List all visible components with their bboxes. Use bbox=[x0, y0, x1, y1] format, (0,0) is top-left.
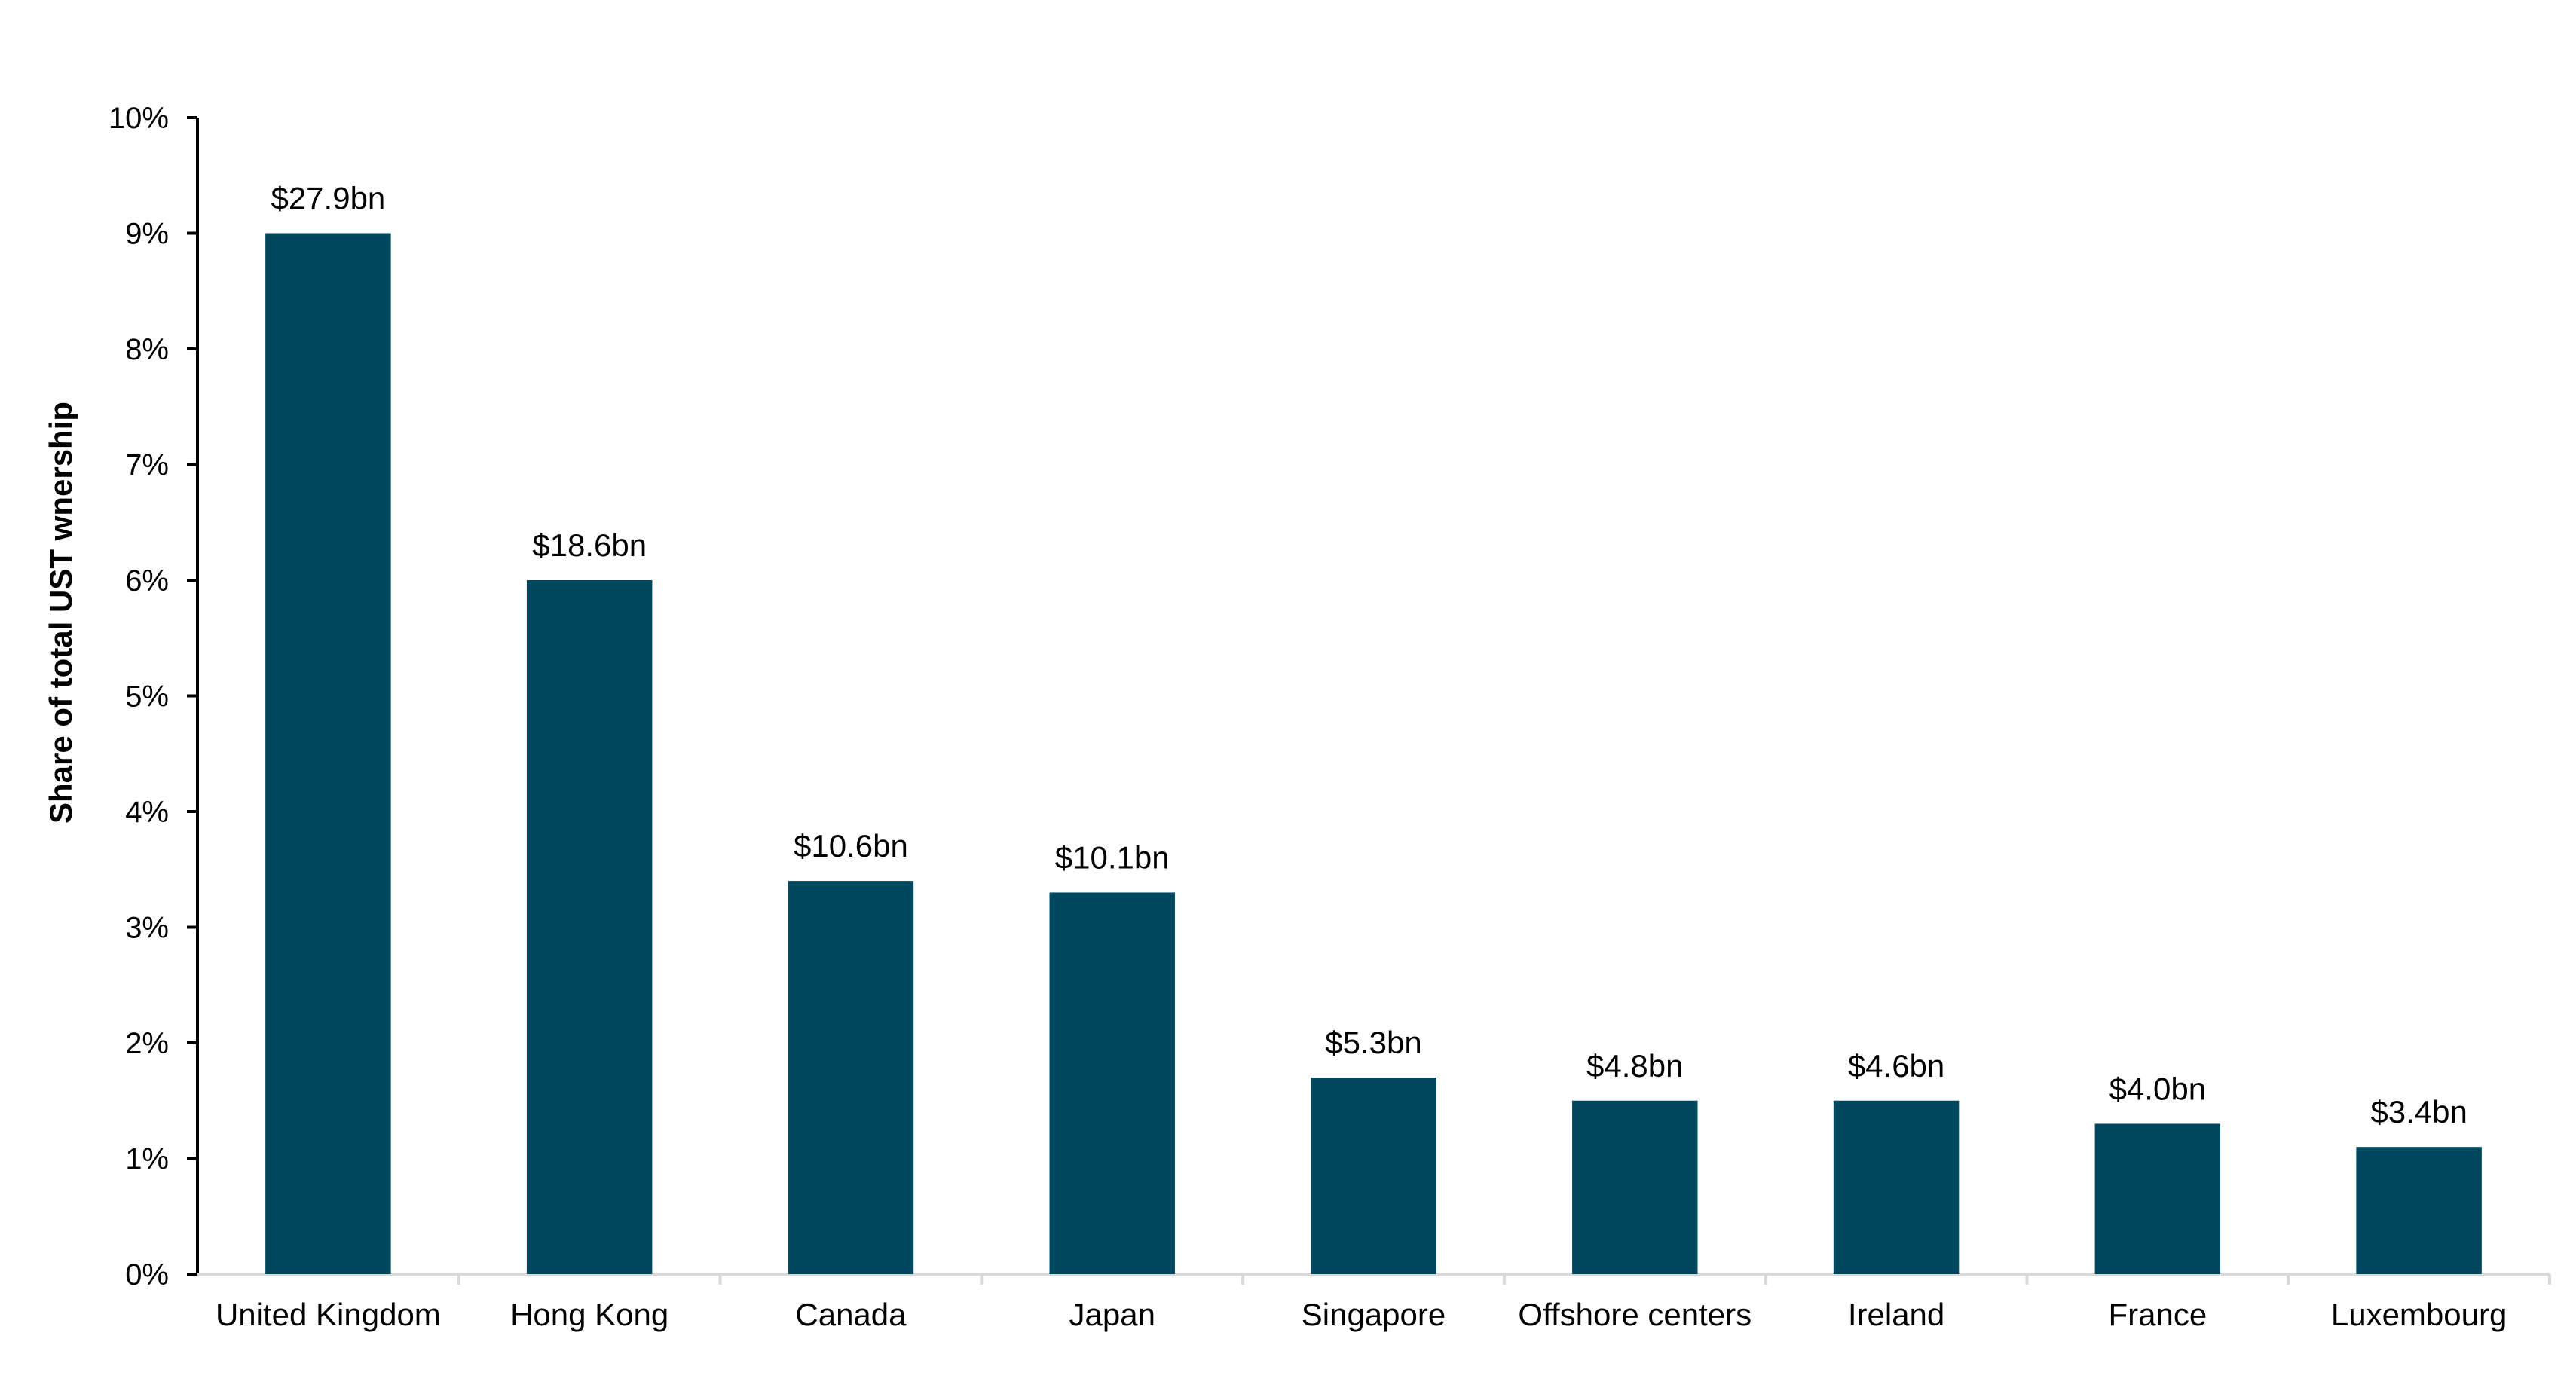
y-tick-label: 5% bbox=[125, 680, 169, 714]
bar bbox=[2094, 1123, 2221, 1274]
y-tick-label: 2% bbox=[125, 1027, 169, 1060]
bars bbox=[265, 233, 2482, 1274]
x-category-label: Offshore centers bbox=[1518, 1297, 1751, 1332]
bar bbox=[788, 881, 914, 1274]
data-label: $5.3bn bbox=[1325, 1025, 1421, 1060]
data-label: $4.6bn bbox=[1848, 1048, 1944, 1084]
y-tick-label: 6% bbox=[125, 564, 169, 598]
bar bbox=[526, 580, 653, 1274]
y-tick-label: 9% bbox=[125, 218, 169, 251]
y-tick-label: 4% bbox=[125, 796, 169, 829]
bar bbox=[1833, 1100, 1960, 1274]
data-label: $10.6bn bbox=[794, 828, 908, 864]
data-label: $18.6bn bbox=[532, 527, 647, 563]
bar bbox=[2356, 1147, 2482, 1274]
data-label: $4.0bn bbox=[2109, 1071, 2206, 1106]
bar bbox=[1049, 892, 1175, 1274]
y-tick-label: 1% bbox=[125, 1143, 169, 1176]
x-axis: United Kingdom Hong Kong Canada Japan Singap… bbox=[197, 1273, 2551, 1332]
y-tick-label: 7% bbox=[125, 449, 169, 482]
y-tick-label: 8% bbox=[125, 333, 169, 366]
data-label: $3.4bn bbox=[2370, 1094, 2467, 1129]
bar bbox=[1311, 1078, 1436, 1274]
data-labels: $27.9bn $18.6bn $10.6bn $10.1bn $5.3bn $4.8bn… bbox=[271, 181, 2467, 1130]
data-label: $27.9bn bbox=[271, 181, 385, 216]
y-tick-label: 0% bbox=[125, 1258, 169, 1291]
x-category-label: Canada bbox=[795, 1297, 907, 1332]
y-axis: 0% 1% 2% 3% 4% 5% 6% 7% 8% 9% 10% bbox=[109, 102, 199, 1291]
y-axis-title: Share of total UST wnership bbox=[43, 402, 78, 824]
x-category-label: Luxembourg bbox=[2331, 1297, 2507, 1332]
x-category-label: United Kingdom bbox=[216, 1297, 441, 1332]
x-category-label: Japan bbox=[1069, 1297, 1155, 1332]
bar bbox=[1572, 1100, 1698, 1274]
data-label: $10.1bn bbox=[1055, 839, 1170, 875]
x-category-label: Singapore bbox=[1302, 1297, 1446, 1332]
x-category-label: Ireland bbox=[1848, 1297, 1944, 1332]
bar bbox=[265, 233, 391, 1274]
y-tick-label: 3% bbox=[125, 912, 169, 945]
data-label: $4.8bn bbox=[1586, 1048, 1683, 1084]
y-tick-label: 10% bbox=[109, 102, 169, 135]
x-category-label: France bbox=[2108, 1297, 2207, 1332]
x-category-label: Hong Kong bbox=[510, 1297, 668, 1332]
